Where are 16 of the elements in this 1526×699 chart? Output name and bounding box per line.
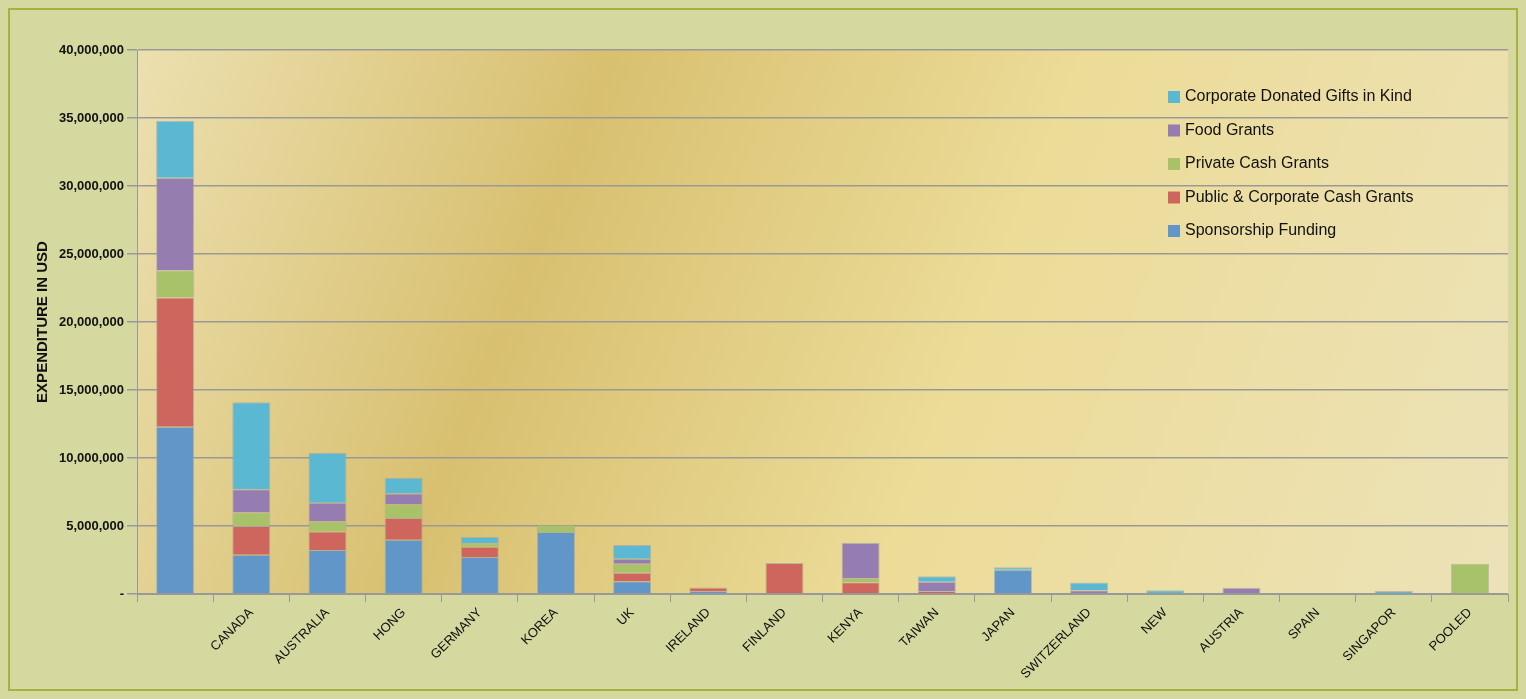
y-tick-label: - [119, 585, 125, 601]
y-tick-label: 40,000,000 [58, 41, 125, 57]
legend-label: Corporate Donated Gifts in Kind [1185, 87, 1412, 105]
legend-label: Public & Corporate Cash Grants [1185, 187, 1414, 205]
legend-label: Private Cash Grants [1185, 154, 1330, 172]
y-tick-label: 30,000,000 [58, 177, 125, 193]
y-tick-label: 25,000,000 [58, 245, 125, 261]
y-tick-label: 10,000,000 [58, 449, 125, 465]
y-tick-label: 20,000,000 [58, 313, 125, 329]
x-tick-label: UK [613, 604, 638, 629]
legend-label: Sponsorship Funding [1185, 221, 1337, 239]
y-tick-label: 5,000,000 [66, 517, 125, 533]
legend-label: Food Grants [1185, 120, 1274, 138]
y-tick-label: 35,000,000 [58, 109, 125, 125]
y-axis-title: EXPENDITURE IN USD [33, 241, 51, 403]
y-tick-label: 15,000,000 [58, 381, 125, 397]
